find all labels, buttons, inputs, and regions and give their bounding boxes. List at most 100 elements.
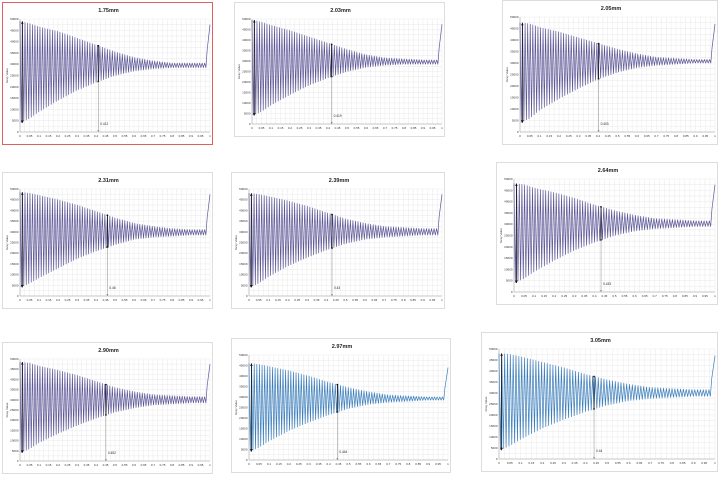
x-tick-label: 0.65 <box>141 134 147 138</box>
x-tick-label: 0.3 <box>576 134 581 138</box>
y-tick-label: 45000 <box>510 27 519 31</box>
x-tick-label: 0.85 <box>683 134 689 138</box>
profile-line <box>19 192 211 288</box>
x-tick-label: 0.2 <box>557 134 562 138</box>
x-tick-label: 0.6 <box>366 462 371 466</box>
x-tick-label: 0.6 <box>132 134 137 138</box>
x-tick-label: 0.15 <box>546 134 552 138</box>
x-tick-label: 0.9 <box>189 134 194 138</box>
marker-annotation: 0.412 <box>100 122 108 126</box>
x-tick-label: 0.55 <box>122 134 128 138</box>
arrowhead-up <box>521 22 524 26</box>
x-tick-label: 0.05 <box>259 126 265 130</box>
x-tick-label: 0.35 <box>84 298 90 302</box>
x-tick-label: 0.1 <box>532 294 537 298</box>
arrowhead-up <box>250 363 253 366</box>
x-tick-label: 0 <box>498 461 500 465</box>
x-tick-label: 1 <box>209 463 211 467</box>
y-tick-label: 40000 <box>10 40 19 44</box>
arrowhead-up <box>20 362 24 365</box>
x-tick-label: 0.35 <box>316 462 322 466</box>
x-tick-label: 0.3 <box>307 126 312 130</box>
x-tick-label: 0 <box>248 298 250 302</box>
x-tick-label: 0.85 <box>680 461 686 465</box>
y-tick-label: 40000 <box>242 38 251 42</box>
x-tick-label: 1 <box>441 298 443 302</box>
x-tick-label: 0.45 <box>602 294 608 298</box>
x-tick-label: 0.55 <box>122 463 128 467</box>
x-tick-label: 0.4 <box>324 298 329 302</box>
x-tick-label: 0.35 <box>581 294 587 298</box>
x-tick-label: 0 <box>19 463 21 467</box>
x-tick-label: 0.35 <box>84 134 90 138</box>
y-tick-label: 25000 <box>489 402 498 406</box>
grid <box>248 354 449 461</box>
x-tick-label: 0.9 <box>691 461 696 465</box>
x-tick-label: 0.8 <box>170 463 175 467</box>
y-tick-label: 5000 <box>241 283 248 287</box>
marker-annotation: 0.433 <box>603 282 611 286</box>
chart-panel-8: 2.97mm Gray Value 0 5000 10000 15000 20000 2500… <box>231 338 451 473</box>
x-tick-label: 0.3 <box>562 461 567 465</box>
x-tick-label: 0.2 <box>288 126 293 130</box>
arrowhead-down <box>521 120 524 123</box>
x-tick-label: 0.4 <box>327 462 332 466</box>
x-tick-label: 0.85 <box>682 294 688 298</box>
y-axis-label: Gray Value <box>5 235 9 250</box>
x-tick-label: 0.7 <box>151 134 156 138</box>
y-tick-label: 35000 <box>10 219 19 223</box>
y-tick-label: 50000 <box>489 347 498 351</box>
x-tick-label: 0.3 <box>307 462 312 466</box>
x-tick-label: 0.15 <box>46 134 52 138</box>
x-tick-label: 0.8 <box>402 126 407 130</box>
x-tick-label: 0.95 <box>702 134 708 138</box>
x-tick-label: 0.55 <box>122 298 128 302</box>
x-tick-label: 0.95 <box>702 294 708 298</box>
y-tick-label: 15000 <box>504 256 513 260</box>
x-tick-label: 1 <box>447 462 449 466</box>
x-tick-label: 0.5 <box>113 134 118 138</box>
x-tick-label: 0.95 <box>701 461 707 465</box>
x-tick-label: 0.6 <box>132 463 137 467</box>
x-tick-label: 0.6 <box>635 134 640 138</box>
chart-svg-1: 1.75mm Gray Value 0 5000 10000 15000 20000 2500… <box>5 8 211 138</box>
y-tick-label: 20000 <box>10 251 19 255</box>
x-tick-label: 0.75 <box>391 298 397 302</box>
y-tick-label: 20000 <box>10 418 19 422</box>
x-tick-label: 0.65 <box>372 298 378 302</box>
x-tick-label: 0.8 <box>170 298 175 302</box>
x-tick-label: 0.5 <box>113 463 118 467</box>
x-tick-label: 0.25 <box>65 134 71 138</box>
x-tick-label: 0.55 <box>356 462 362 466</box>
chart-svg-2: 2.03mm Gray Value 0 5000 10000 15000 20000 2500… <box>237 8 443 130</box>
y-tick-label: 15000 <box>242 91 251 95</box>
y-tick-label: 5000 <box>12 449 19 453</box>
y-tick-label: 50000 <box>10 17 19 21</box>
x-tick-label: 0 <box>251 126 253 130</box>
y-axis-label: Gray Value <box>505 67 509 82</box>
y-tick-label: 10000 <box>10 273 19 277</box>
x-tick-label: 0.1 <box>537 134 542 138</box>
y-tick-label: 0 <box>246 294 248 298</box>
x-tick-label: 0.65 <box>141 463 147 467</box>
x-tick-label: 0.6 <box>364 126 369 130</box>
arrowhead-up <box>20 192 24 195</box>
y-tick-label: 30000 <box>489 391 498 395</box>
x-tick-label: 0.15 <box>46 463 52 467</box>
mid-measure-top <box>597 42 600 45</box>
x-tick-label: 0.3 <box>75 134 80 138</box>
x-tick-label: 0.8 <box>170 134 175 138</box>
x-tick-label: 0.25 <box>561 294 567 298</box>
x-tick-label: 0.2 <box>287 462 292 466</box>
chart-title: 2.97mm <box>332 344 353 350</box>
y-tick-label: 25000 <box>504 234 513 238</box>
y-tick-label: 5000 <box>241 448 248 452</box>
x-tick-label: 0.9 <box>426 462 431 466</box>
x-tick-label: 0.2 <box>540 461 545 465</box>
x-tick-label: 0.7 <box>654 134 659 138</box>
y-tick-label: 20000 <box>239 251 248 255</box>
x-tick-label: 0.05 <box>256 298 262 302</box>
y-tick-label: 30000 <box>10 398 19 402</box>
x-tick-label: 0.35 <box>314 298 320 302</box>
x-tick-label: 0.1 <box>37 463 42 467</box>
